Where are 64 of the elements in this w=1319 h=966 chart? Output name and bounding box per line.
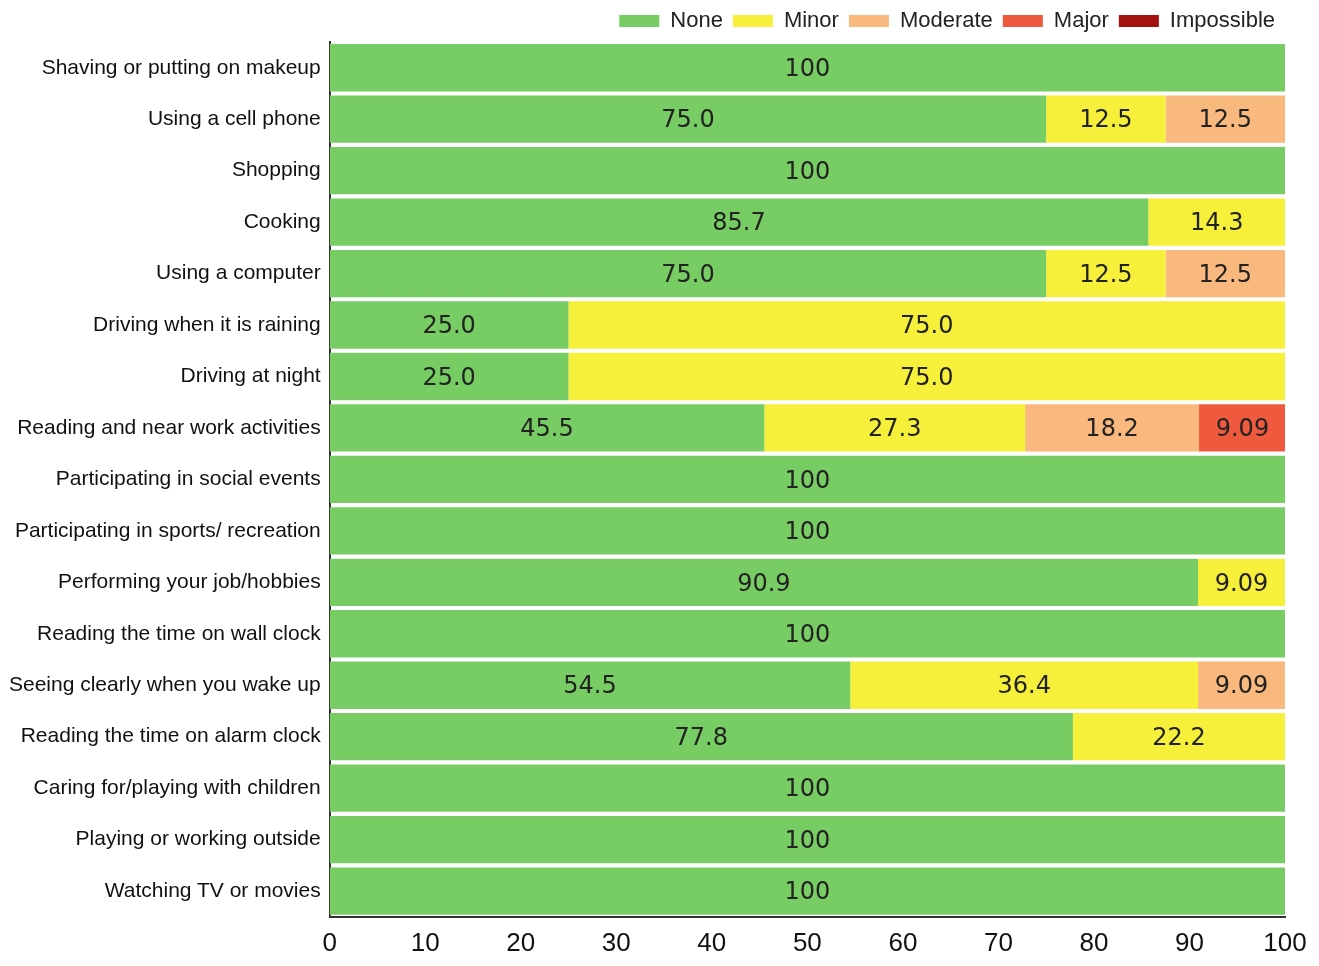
data-label: 100 [784,877,831,906]
data-label: 90.9 [737,568,791,597]
data-label: 85.7 [712,208,766,237]
y-tick-label: Participating in sports/ recreation [14,517,321,541]
y-tick-label: Seeing clearly when you wake up [8,672,321,696]
x-tick-label: 0 [322,926,337,957]
data-label: 25.0 [422,362,476,391]
data-label: 12.5 [1079,105,1133,134]
data-label: 14.3 [1189,208,1244,237]
x-tick-label: 90 [1175,926,1204,957]
data-label: 9.09 [1214,671,1269,700]
x-tick-label: 50 [792,926,822,957]
legend-label: Minor [783,7,839,33]
data-label: 36.4 [997,671,1051,700]
y-tick-label: Reading the time on wall clock [37,620,322,644]
data-label: 9.09 [1214,568,1269,597]
y-tick-label: Shaving or putting on makeup [41,54,321,78]
data-label: 100 [784,825,831,854]
y-tick-label: Participating in social events [55,466,321,490]
data-label: 27.3 [868,414,922,443]
y-tick-label: Caring for/playing with children [33,774,321,798]
data-label: 75.0 [900,362,954,391]
x-tick-label: 30 [601,926,631,957]
y-tick-label: Performing your job/hobbies [58,569,321,593]
data-label: 54.5 [563,671,617,700]
y-tick-label: Cooking [243,208,321,232]
legend-label: Impossible [1169,7,1275,33]
x-tick-label: 80 [1079,926,1109,957]
x-tick-label: 20 [506,926,536,957]
data-label: 77.8 [674,722,729,751]
y-tick-label: Reading and near work activities [17,414,321,438]
y-tick-label: Using a cell phone [147,105,321,129]
data-label: 45.5 [520,414,574,443]
x-tick-label: 70 [983,926,1013,957]
data-label: 25.0 [422,311,476,340]
y-tick-label: Driving at night [180,363,321,387]
legend-label: Moderate [899,7,993,33]
data-label: 100 [784,774,831,803]
x-tick-label: 100 [1263,926,1307,957]
y-tick-label: Playing or working outside [75,826,321,850]
x-tick-label: 40 [697,926,727,957]
data-label: 100 [784,465,831,494]
data-label: 12.5 [1198,105,1253,134]
x-tick-label: 60 [888,926,918,957]
data-label: 100 [784,620,831,649]
y-tick-label: Using a computer [156,260,321,284]
data-label: 100 [784,53,831,82]
y-tick-label: Watching TV or movies [104,877,321,901]
y-tick-label: Shopping [231,157,321,181]
data-label: 75.0 [661,259,715,288]
data-label: 75.0 [661,105,715,134]
data-label: 22.2 [1152,722,1206,751]
y-tick-label: Driving when it is raining [93,311,321,335]
x-tick-label: 10 [410,926,440,957]
legend-label: None [670,7,723,33]
data-label: 75.0 [900,311,954,340]
data-label: 12.5 [1198,259,1253,288]
data-label: 100 [784,517,831,546]
y-tick-label: Reading the time on alarm clock [20,723,322,747]
data-label: 9.09 [1215,414,1270,443]
data-label: 18.2 [1085,414,1139,443]
legend-label: Major [1053,7,1109,33]
data-label: 12.5 [1079,259,1133,288]
data-label: 100 [784,156,831,185]
